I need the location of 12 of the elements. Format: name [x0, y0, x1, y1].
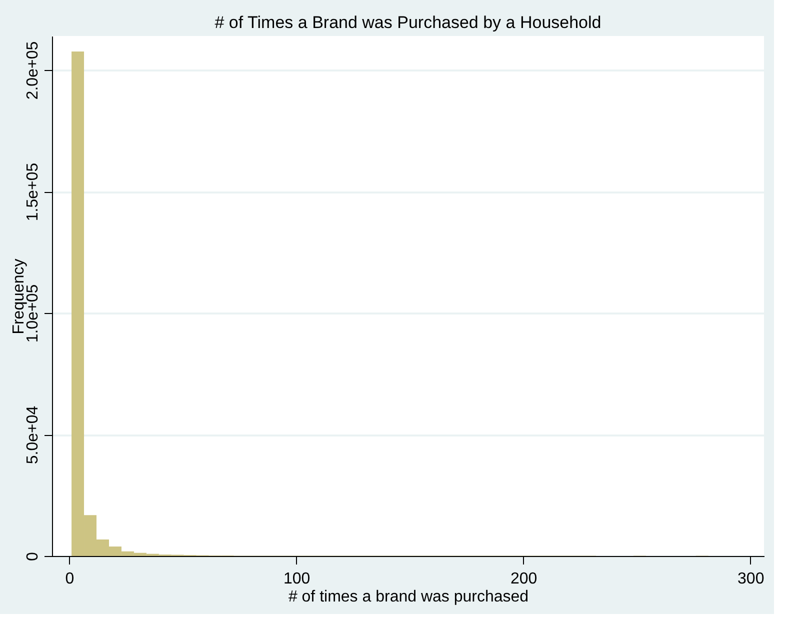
x-tick-label: 100 — [283, 570, 310, 588]
y-tick-label: 1.0e+05 — [24, 284, 42, 343]
x-tick-label: 0 — [65, 570, 74, 588]
y-tick-label: 1.5e+05 — [24, 162, 42, 222]
x-tick-label: 300 — [738, 570, 764, 588]
y-axis-title: Frequency — [10, 258, 28, 334]
y-tick-label: 5.0e+04 — [24, 406, 42, 464]
chart-title: # of Times a Brand was Purchased by a Household — [214, 13, 602, 32]
y-tick-label: 0 — [24, 552, 42, 561]
x-tick-label: 200 — [510, 570, 538, 588]
x-axis-title: # of times a brand was purchased — [288, 588, 529, 606]
y-tick-label: 2.0e+05 — [24, 41, 42, 100]
